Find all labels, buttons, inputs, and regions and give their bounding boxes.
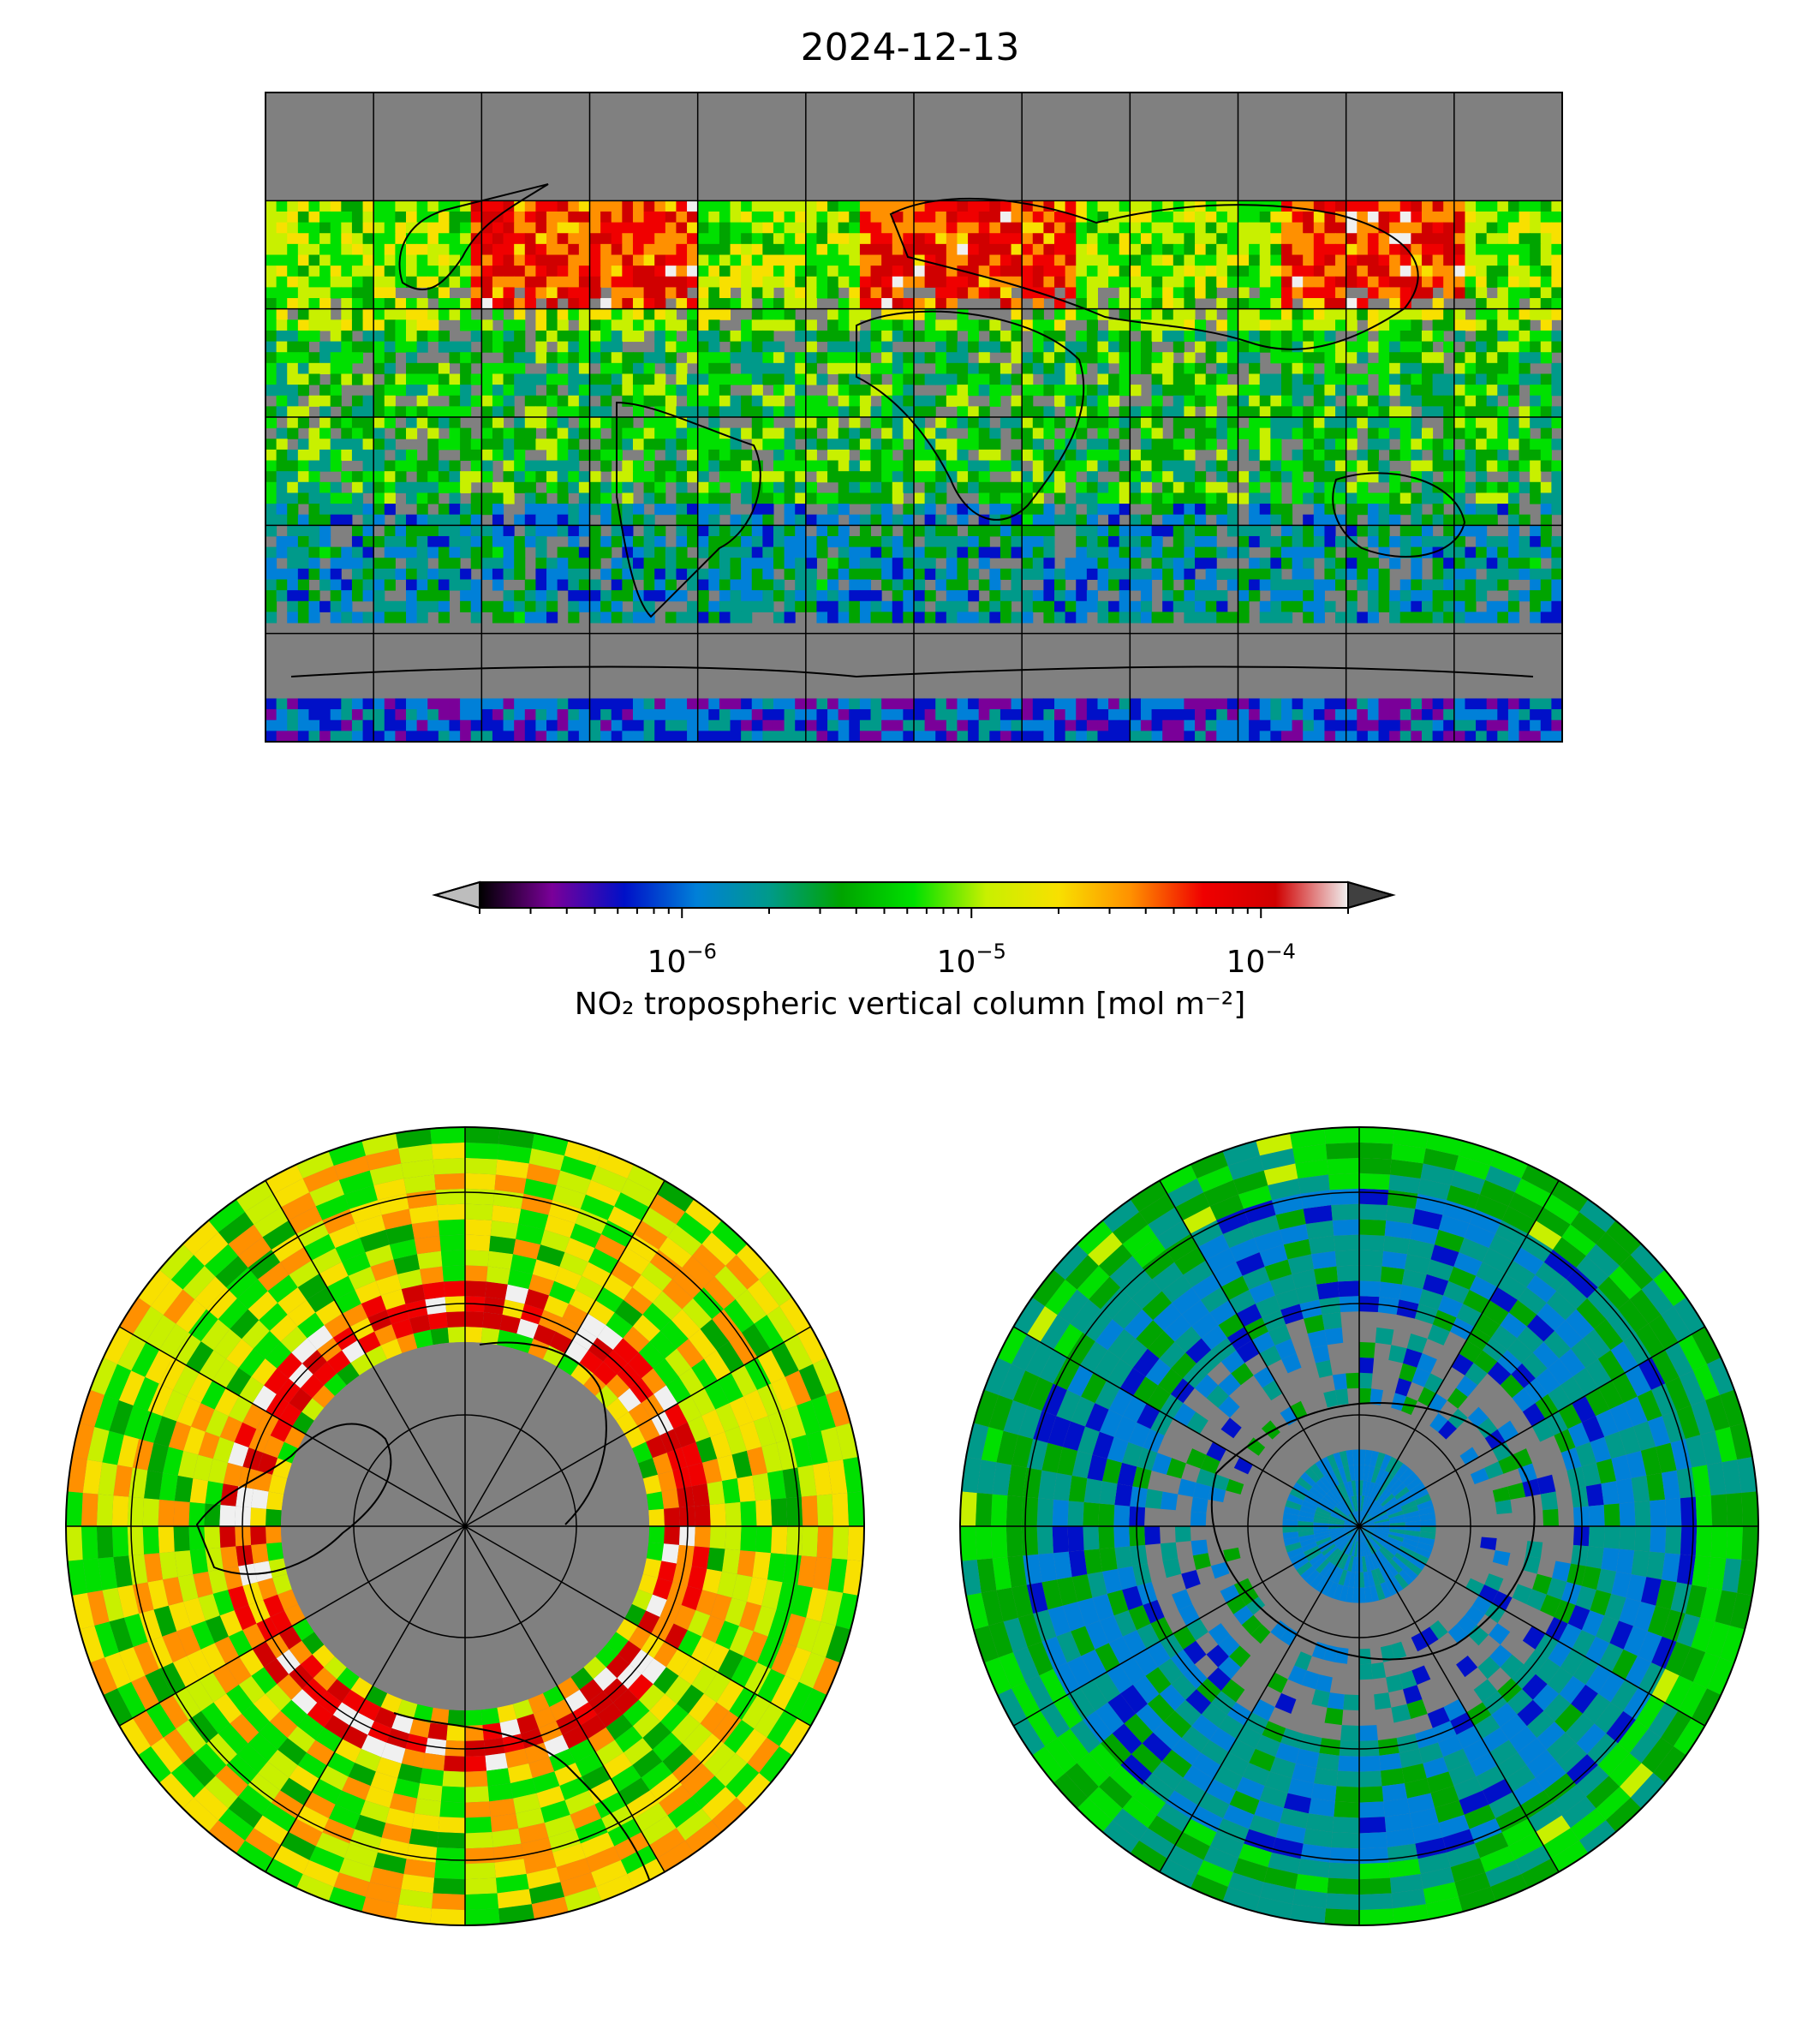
colorbar-major-ticks: 10−6 10−5 10−4 (647, 940, 1296, 980)
colorbar-under-extension (432, 880, 480, 910)
colorbar-tick-label: 10−5 (937, 940, 1006, 980)
south-polar-frame (959, 1126, 1759, 1926)
south-polar-coastlines (1210, 1402, 1536, 1661)
colorbar-tick-label: 10−4 (1226, 940, 1296, 980)
colorbar-label: NO₂ tropospheric vertical column [mol m⁻… (574, 987, 1246, 1022)
coast-africa (856, 310, 1085, 521)
coast-australia (1332, 472, 1466, 558)
north-polar-coastlines (195, 1341, 652, 1885)
north-polar-gridlines (66, 1127, 864, 1925)
coast-antarctica (290, 665, 1534, 678)
colorbar: 10−6 10−5 10−4 (432, 880, 1396, 980)
colorbar-tick-label: 10−6 (647, 940, 717, 980)
coast-europe (393, 1712, 652, 1885)
north-polar-map (66, 1127, 864, 1925)
global-data-bands (266, 200, 1562, 742)
coast-antarctica-south (1210, 1402, 1536, 1661)
global-map-frame (265, 92, 1563, 743)
south-polar-gridlines (960, 1127, 1758, 1925)
global-gridlines (266, 92, 1562, 742)
map-title: 2024-12-13 (800, 26, 1020, 69)
coast-south-america (616, 401, 761, 618)
coast-eurasia (889, 197, 1419, 350)
coast-north-america (398, 183, 549, 291)
colorbar-minor-ticks (479, 908, 1349, 918)
north-polar-frame (65, 1126, 865, 1926)
colorbar-over-extension (1347, 880, 1396, 910)
coast-siberia (479, 1341, 607, 1525)
colorbar-gradient-bar (480, 882, 1348, 908)
coast-greenland (195, 1423, 392, 1575)
global-coastlines (290, 183, 1534, 678)
global-map (266, 92, 1562, 742)
south-polar-map (960, 1127, 1758, 1925)
